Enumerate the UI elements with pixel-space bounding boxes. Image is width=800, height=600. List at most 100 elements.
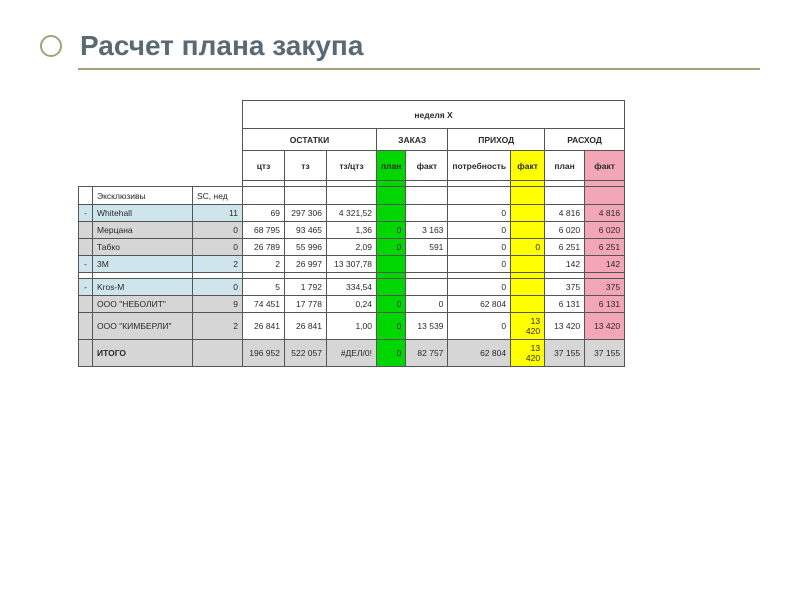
- cell-potr: 0: [448, 313, 511, 340]
- bullet-icon: [40, 35, 62, 57]
- cell-mark: [79, 296, 93, 313]
- cell-fakt: [406, 279, 448, 296]
- cell-ctz: 5: [243, 279, 285, 296]
- total-plan: 0: [377, 340, 406, 367]
- total-row: ИТОГО 196 952 522 057 #ДЕЛ/0! 0 82 757 6…: [79, 340, 625, 367]
- cell-fakt: [406, 256, 448, 273]
- cell-sc: 0: [193, 239, 243, 256]
- cell-sc: 0: [193, 279, 243, 296]
- cell-ctz: 26 841: [243, 313, 285, 340]
- cell-ctz: 26 789: [243, 239, 285, 256]
- cell-sc: 0: [193, 222, 243, 239]
- col-tz: тз: [285, 151, 327, 181]
- cell-fakt3: 13 420: [585, 313, 625, 340]
- total-label: ИТОГО: [93, 340, 193, 367]
- cell-potr: 0: [448, 256, 511, 273]
- cell-fakt2: [511, 222, 545, 239]
- cell-ctz: 68 795: [243, 222, 285, 239]
- cell-potr: 0: [448, 239, 511, 256]
- cell-mark: [79, 239, 93, 256]
- excl-label: Эксклюзивы: [93, 187, 193, 205]
- cell-fakt3: 6 251: [585, 239, 625, 256]
- group-rashod: РАСХОД: [545, 129, 625, 151]
- group-prihod: ПРИХОД: [448, 129, 545, 151]
- cell-tz: 93 465: [285, 222, 327, 239]
- col-fakt: факт: [406, 151, 448, 181]
- cell-plan: [377, 279, 406, 296]
- week-header: неделя X: [243, 101, 625, 129]
- cell-ctz: 2: [243, 256, 285, 273]
- col-fakt2: факт: [511, 151, 545, 181]
- total-fakt3: 37 155: [585, 340, 625, 367]
- cell-tz: 297 306: [285, 205, 327, 222]
- cell-plan: [377, 256, 406, 273]
- table-row: ООО "НЕБОЛИТ"974 45117 7780,240062 8046 …: [79, 296, 625, 313]
- cell-fakt: [406, 205, 448, 222]
- total-fakt2: 13 420: [511, 340, 545, 367]
- cell-fakt: 3 163: [406, 222, 448, 239]
- cell-ratio: 4 321,52: [327, 205, 377, 222]
- cell-potr: 0: [448, 205, 511, 222]
- total-ratio: #ДЕЛ/0!: [327, 340, 377, 367]
- cell-fakt: 0: [406, 296, 448, 313]
- cell-plan: 0: [377, 222, 406, 239]
- table-row: -3M2226 99713 307,780142142: [79, 256, 625, 273]
- cell-fakt3: 142: [585, 256, 625, 273]
- cell-plan2: 142: [545, 256, 585, 273]
- cell-mark: -: [79, 279, 93, 296]
- cell-ratio: 334,54: [327, 279, 377, 296]
- cell-potr: 62 804: [448, 296, 511, 313]
- cell-plan2: 375: [545, 279, 585, 296]
- col-fakt3: факт: [585, 151, 625, 181]
- cell-tz: 1 792: [285, 279, 327, 296]
- table-container: неделя X ОСТАТКИ ЗАКАЗ ПРИХОД РАСХОД цтз…: [78, 100, 760, 367]
- cell-fakt2: [511, 256, 545, 273]
- cell-name: Whitehall: [93, 205, 193, 222]
- cell-plan2: 6 020: [545, 222, 585, 239]
- header-row-1: неделя X: [79, 101, 625, 129]
- cell-mark: -: [79, 205, 93, 222]
- cell-fakt3: 6 131: [585, 296, 625, 313]
- cell-tz: 55 996: [285, 239, 327, 256]
- total-plan2: 37 155: [545, 340, 585, 367]
- cell-fakt: 591: [406, 239, 448, 256]
- cell-fakt2: [511, 205, 545, 222]
- cell-fakt2: 13 420: [511, 313, 545, 340]
- cell-mark: [79, 313, 93, 340]
- cell-sc: 2: [193, 256, 243, 273]
- total-ctz: 196 952: [243, 340, 285, 367]
- cell-plan: [377, 205, 406, 222]
- cell-plan2: 6 251: [545, 239, 585, 256]
- cell-ctz: 69: [243, 205, 285, 222]
- col-potr: потребность: [448, 151, 511, 181]
- cell-fakt3: 375: [585, 279, 625, 296]
- group-zakaz: ЗАКАЗ: [377, 129, 448, 151]
- cell-name: Табко: [93, 239, 193, 256]
- table-row: Мерцана068 79593 4651,3603 16306 0206 02…: [79, 222, 625, 239]
- cell-ratio: 13 307,78: [327, 256, 377, 273]
- cell-fakt3: 6 020: [585, 222, 625, 239]
- procurement-table: неделя X ОСТАТКИ ЗАКАЗ ПРИХОД РАСХОД цтз…: [78, 100, 625, 367]
- cell-potr: 0: [448, 222, 511, 239]
- cell-ratio: 1,36: [327, 222, 377, 239]
- table-row: Табко026 78955 9962,090591006 2516 251: [79, 239, 625, 256]
- cell-mark: -: [79, 256, 93, 273]
- cell-sc: 2: [193, 313, 243, 340]
- cell-plan2: 4 816: [545, 205, 585, 222]
- cell-plan2: 6 131: [545, 296, 585, 313]
- cell-fakt2: 0: [511, 239, 545, 256]
- cell-plan: 0: [377, 239, 406, 256]
- sc-label: SC, нед: [193, 187, 243, 205]
- cell-tz: 17 778: [285, 296, 327, 313]
- col-ctz: цтз: [243, 151, 285, 181]
- cell-ratio: 0,24: [327, 296, 377, 313]
- cell-sc: 11: [193, 205, 243, 222]
- total-potr: 62 804: [448, 340, 511, 367]
- cell-plan2: 13 420: [545, 313, 585, 340]
- cell-tz: 26 841: [285, 313, 327, 340]
- title-underline: [78, 68, 760, 70]
- col-plan: план: [377, 151, 406, 181]
- cell-plan: 0: [377, 313, 406, 340]
- cell-fakt2: [511, 279, 545, 296]
- cell-fakt: 13 539: [406, 313, 448, 340]
